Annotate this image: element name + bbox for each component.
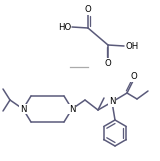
- Text: O: O: [131, 72, 137, 81]
- Text: O: O: [85, 5, 91, 14]
- Text: OH: OH: [125, 42, 138, 51]
- Text: N: N: [20, 104, 26, 114]
- Text: O: O: [105, 59, 111, 68]
- Text: N: N: [69, 104, 75, 114]
- Text: N: N: [109, 98, 115, 106]
- Text: HO: HO: [58, 23, 71, 32]
